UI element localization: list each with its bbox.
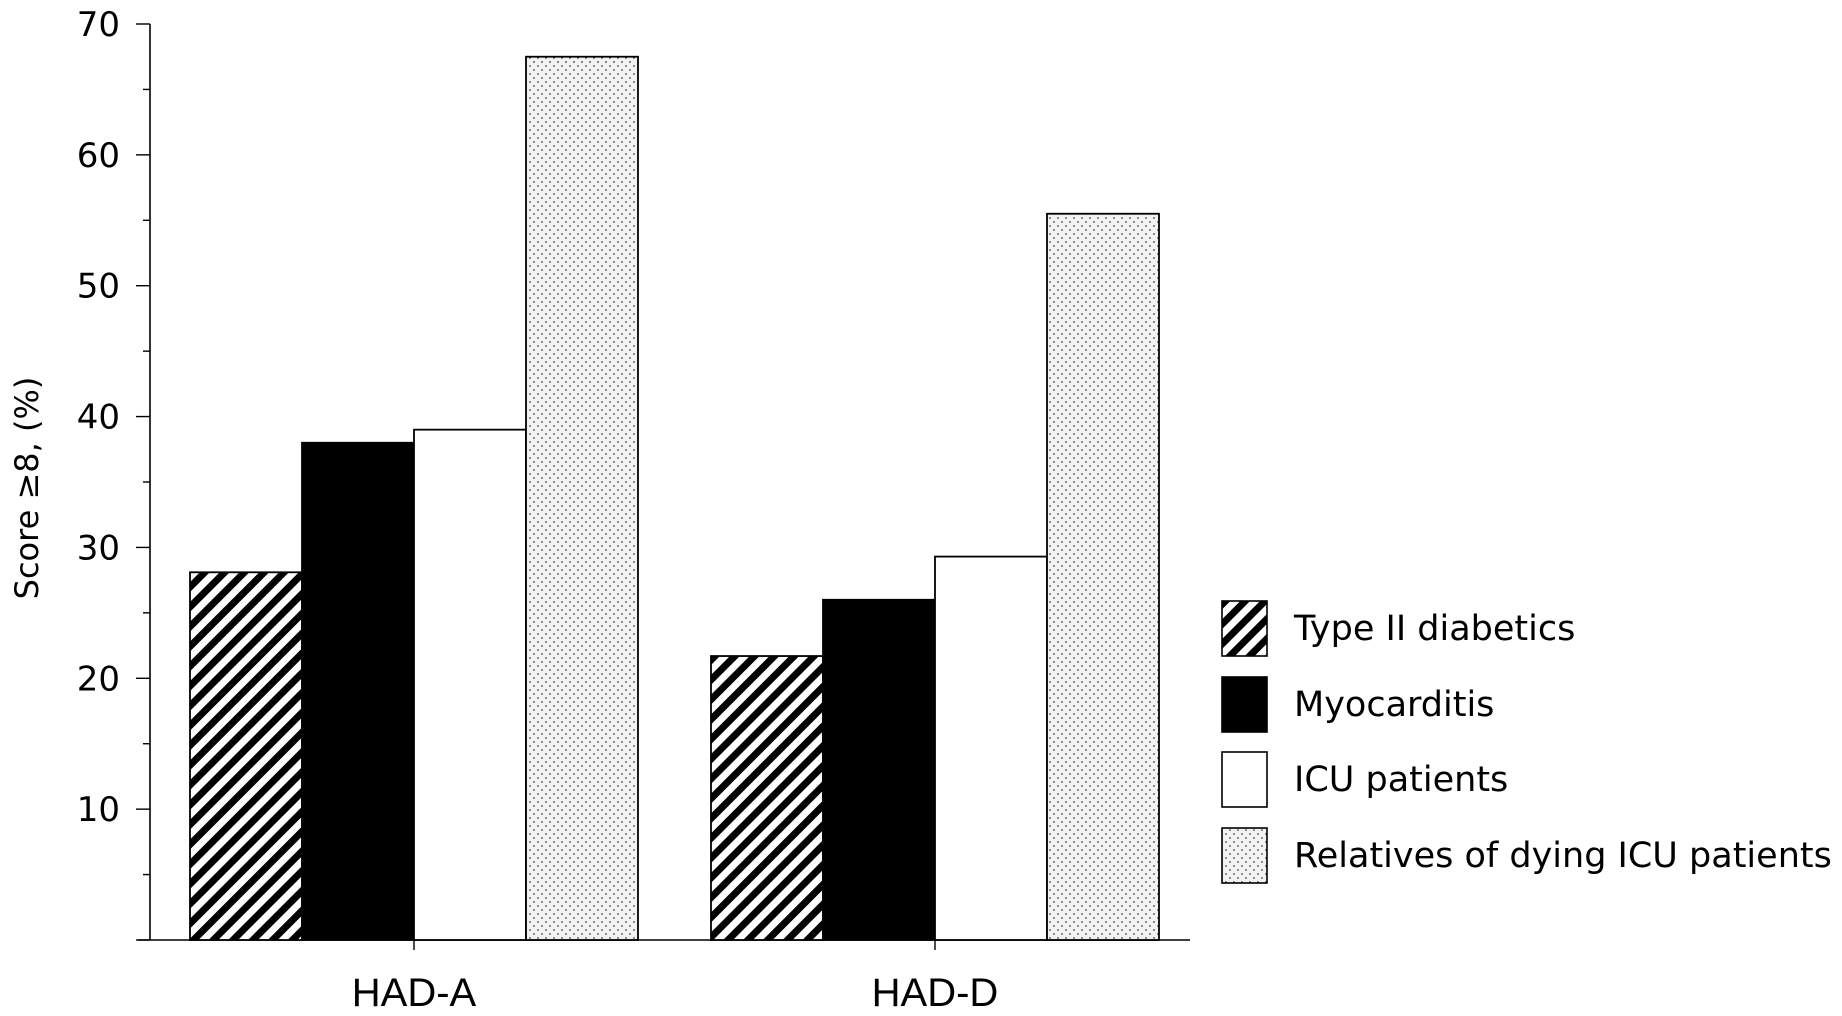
y-tick-label: 20 bbox=[77, 659, 120, 699]
bar-icu-patients-had-a bbox=[413, 428, 527, 941]
legend-item: ICU patients bbox=[1221, 751, 1508, 808]
bar-icu-patients-had-d bbox=[934, 555, 1048, 941]
bar-type-ii-diabetics-had-d bbox=[710, 655, 824, 941]
y-tick-label: 10 bbox=[77, 790, 120, 830]
bar-type-ii-diabetics-had-a bbox=[189, 571, 303, 941]
bar-group-had-d bbox=[710, 212, 1160, 941]
legend-label: Myocarditis bbox=[1294, 685, 1494, 725]
bar-myocarditis-had-d bbox=[822, 598, 936, 941]
y-axis-title: Score ≥8, (%) bbox=[8, 377, 46, 600]
y-tick-label: 70 bbox=[77, 5, 120, 45]
legend-item: Relatives of dying ICU patients bbox=[1221, 827, 1832, 884]
legend-item: Type II diabetics bbox=[1221, 600, 1575, 657]
bar-myocarditis-had-a bbox=[301, 441, 415, 941]
legend: Type II diabetics Myocarditis ICU patients… bbox=[1221, 600, 1832, 884]
y-tick-label: 40 bbox=[77, 398, 120, 438]
legend-swatch bbox=[1221, 676, 1268, 733]
legend-label: Relatives of dying ICU patients bbox=[1294, 836, 1832, 876]
bar-relatives-of-dying-icu-patients-had-a bbox=[525, 55, 639, 941]
x-tick-label-had-d: HAD-D bbox=[872, 971, 999, 1011]
legend-item: Myocarditis bbox=[1221, 676, 1494, 733]
x-axis: HAD-A HAD-D bbox=[138, 939, 1190, 1015]
y-tick-label: 30 bbox=[77, 528, 120, 568]
legend-swatch bbox=[1221, 751, 1268, 808]
legend-label: Type II diabetics bbox=[1293, 609, 1575, 649]
y-tick-label: 50 bbox=[77, 267, 120, 307]
bar-relatives-of-dying-icu-patients-had-d bbox=[1046, 212, 1160, 941]
y-tick-label: 60 bbox=[77, 136, 120, 176]
legend-label: ICU patients bbox=[1294, 760, 1508, 800]
y-axis: 10 20 30 40 50 60 70 bbox=[77, 5, 151, 941]
legend-swatch bbox=[1221, 600, 1268, 657]
bar-group-had-a bbox=[189, 55, 639, 941]
x-tick-label-had-a: HAD-A bbox=[352, 971, 477, 1011]
legend-swatch bbox=[1221, 827, 1268, 884]
bar-groups bbox=[189, 55, 1160, 941]
